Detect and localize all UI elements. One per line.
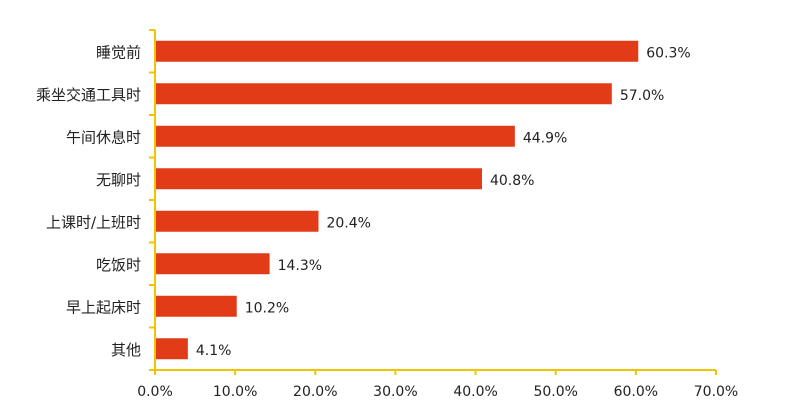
category-label: 其他: [111, 341, 141, 359]
category-label: 睡觉前: [96, 43, 141, 61]
bar-6: [156, 253, 270, 275]
category-label: 乘坐交通工具时: [36, 86, 141, 104]
value-label: 14.3%: [278, 258, 322, 274]
value-label: 57.0%: [620, 88, 664, 104]
bar-5: [156, 210, 319, 232]
x-tick-label: 60.0%: [614, 384, 658, 400]
value-label: 40.8%: [490, 173, 534, 189]
bar-4: [156, 168, 482, 190]
x-tick-label: 20.0%: [293, 384, 337, 400]
axes-group: [149, 29, 717, 375]
category-label: 无聊时: [96, 171, 141, 189]
category-label: 上课时/上班时: [46, 213, 141, 231]
category-label: 早上起床时: [66, 298, 141, 316]
value-label: 44.9%: [523, 130, 567, 146]
bars-group: [156, 40, 639, 360]
x-tick-label: 30.0%: [373, 384, 417, 400]
category-label: 吃饭时: [96, 256, 141, 274]
bar-2: [156, 83, 612, 105]
bar-7: [156, 295, 237, 317]
value-label: 10.2%: [245, 300, 289, 316]
x-tick-label: 70.0%: [694, 384, 738, 400]
bar-8: [156, 338, 188, 360]
x-tick-label: 0.0%: [137, 384, 173, 400]
x-tick-label: 40.0%: [453, 384, 497, 400]
labels-group: 睡觉前 60.3% 乘坐交通工具时 57.0% 午间休息时 44.9% 无聊时 40.8% 上课…: [36, 43, 738, 400]
bar-3: [156, 125, 515, 147]
x-tick-label: 50.0%: [533, 384, 577, 400]
value-label: 60.3%: [646, 45, 690, 61]
value-label: 20.4%: [326, 215, 370, 231]
x-tick-label: 10.0%: [213, 384, 257, 400]
bar-1: [156, 40, 639, 62]
category-label: 午间休息时: [66, 128, 141, 146]
value-label: 4.1%: [196, 343, 232, 359]
